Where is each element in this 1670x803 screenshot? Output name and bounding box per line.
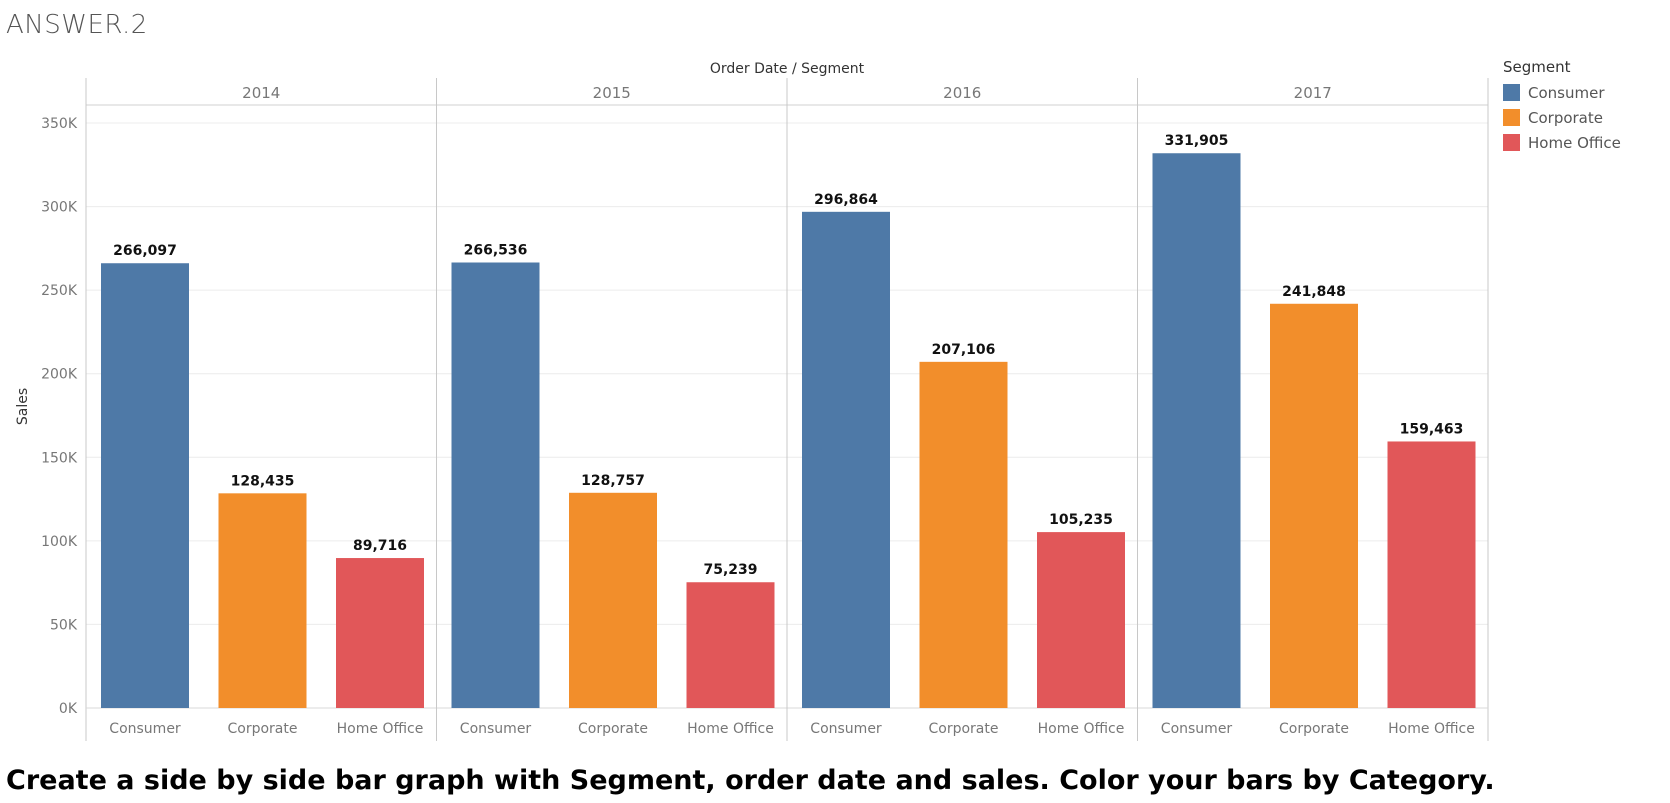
x-tick-label: Corporate bbox=[578, 721, 648, 737]
data-label: 128,435 bbox=[231, 473, 295, 489]
data-label: 105,235 bbox=[1049, 512, 1113, 528]
data-label: 266,097 bbox=[113, 243, 177, 259]
year-header: 2016 bbox=[943, 84, 981, 102]
x-tick-label: Consumer bbox=[109, 721, 181, 737]
data-label: 241,848 bbox=[1282, 284, 1346, 300]
bar bbox=[101, 263, 189, 708]
legend-label: Consumer bbox=[1528, 83, 1605, 102]
bar bbox=[451, 262, 540, 708]
x-tick-label: Corporate bbox=[929, 721, 999, 737]
bar bbox=[919, 361, 1008, 708]
legend-label: Corporate bbox=[1528, 108, 1603, 127]
sales-bar-chart: Order Date / Segment Sales 0K 50K 100K 150K 20… bbox=[15, 61, 1489, 741]
bar bbox=[802, 211, 890, 708]
y-tick-label: 50K bbox=[50, 617, 78, 633]
data-label: 75,239 bbox=[703, 562, 757, 578]
data-label: 89,716 bbox=[353, 538, 407, 554]
legend-swatch-home-office bbox=[1503, 134, 1520, 151]
page-title: ANSWER.2 bbox=[6, 10, 148, 40]
y-tick-label: 150K bbox=[41, 450, 78, 466]
legend-swatch-corporate bbox=[1503, 109, 1520, 126]
x-tick-label: Home Office bbox=[687, 721, 774, 737]
bar bbox=[336, 558, 424, 708]
legend-item-corporate[interactable]: Corporate bbox=[1503, 105, 1621, 130]
year-header: 2014 bbox=[242, 84, 280, 102]
instruction-text: Create a side by side bar graph with Seg… bbox=[6, 765, 1495, 796]
data-label: 296,864 bbox=[814, 192, 878, 208]
legend-item-consumer[interactable]: Consumer bbox=[1503, 80, 1621, 105]
bar bbox=[1037, 532, 1125, 708]
x-tick-label: Home Office bbox=[1388, 721, 1475, 737]
bar bbox=[686, 582, 775, 708]
legend-swatch-consumer bbox=[1503, 84, 1520, 101]
bar bbox=[1152, 153, 1241, 708]
year-header: 2015 bbox=[593, 84, 631, 102]
data-label: 128,757 bbox=[581, 473, 645, 489]
year-header: 2017 bbox=[1294, 84, 1332, 102]
y-tick-label: 100K bbox=[41, 534, 78, 550]
x-tick-label: Home Office bbox=[1038, 721, 1125, 737]
y-tick-label: 250K bbox=[41, 283, 78, 299]
data-label: 331,905 bbox=[1165, 133, 1229, 149]
data-label: 266,536 bbox=[464, 243, 528, 259]
legend-title: Segment bbox=[1503, 58, 1571, 76]
x-tick-label: Consumer bbox=[1161, 721, 1233, 737]
legend-label: Home Office bbox=[1528, 133, 1621, 152]
x-tick-label: Consumer bbox=[810, 721, 882, 737]
x-tick-label: Home Office bbox=[337, 721, 424, 737]
bar bbox=[1387, 441, 1476, 708]
y-axis-label: Sales bbox=[15, 388, 31, 425]
y-tick-label: 300K bbox=[41, 200, 78, 216]
y-tick-label: 0K bbox=[59, 701, 78, 717]
bar bbox=[218, 493, 307, 708]
y-tick-label: 200K bbox=[41, 367, 78, 383]
bar bbox=[1270, 303, 1358, 708]
x-tick-label: Consumer bbox=[460, 721, 532, 737]
legend: Segment Consumer Corporate Home Office bbox=[1503, 58, 1621, 155]
chart-title: Order Date / Segment bbox=[710, 61, 865, 77]
bar bbox=[569, 492, 657, 708]
y-tick-label: 350K bbox=[41, 116, 78, 132]
x-tick-label: Corporate bbox=[228, 721, 298, 737]
data-label: 207,106 bbox=[932, 342, 996, 358]
x-tick-label: Corporate bbox=[1279, 721, 1349, 737]
data-label: 159,463 bbox=[1400, 421, 1464, 437]
legend-item-home-office[interactable]: Home Office bbox=[1503, 130, 1621, 155]
